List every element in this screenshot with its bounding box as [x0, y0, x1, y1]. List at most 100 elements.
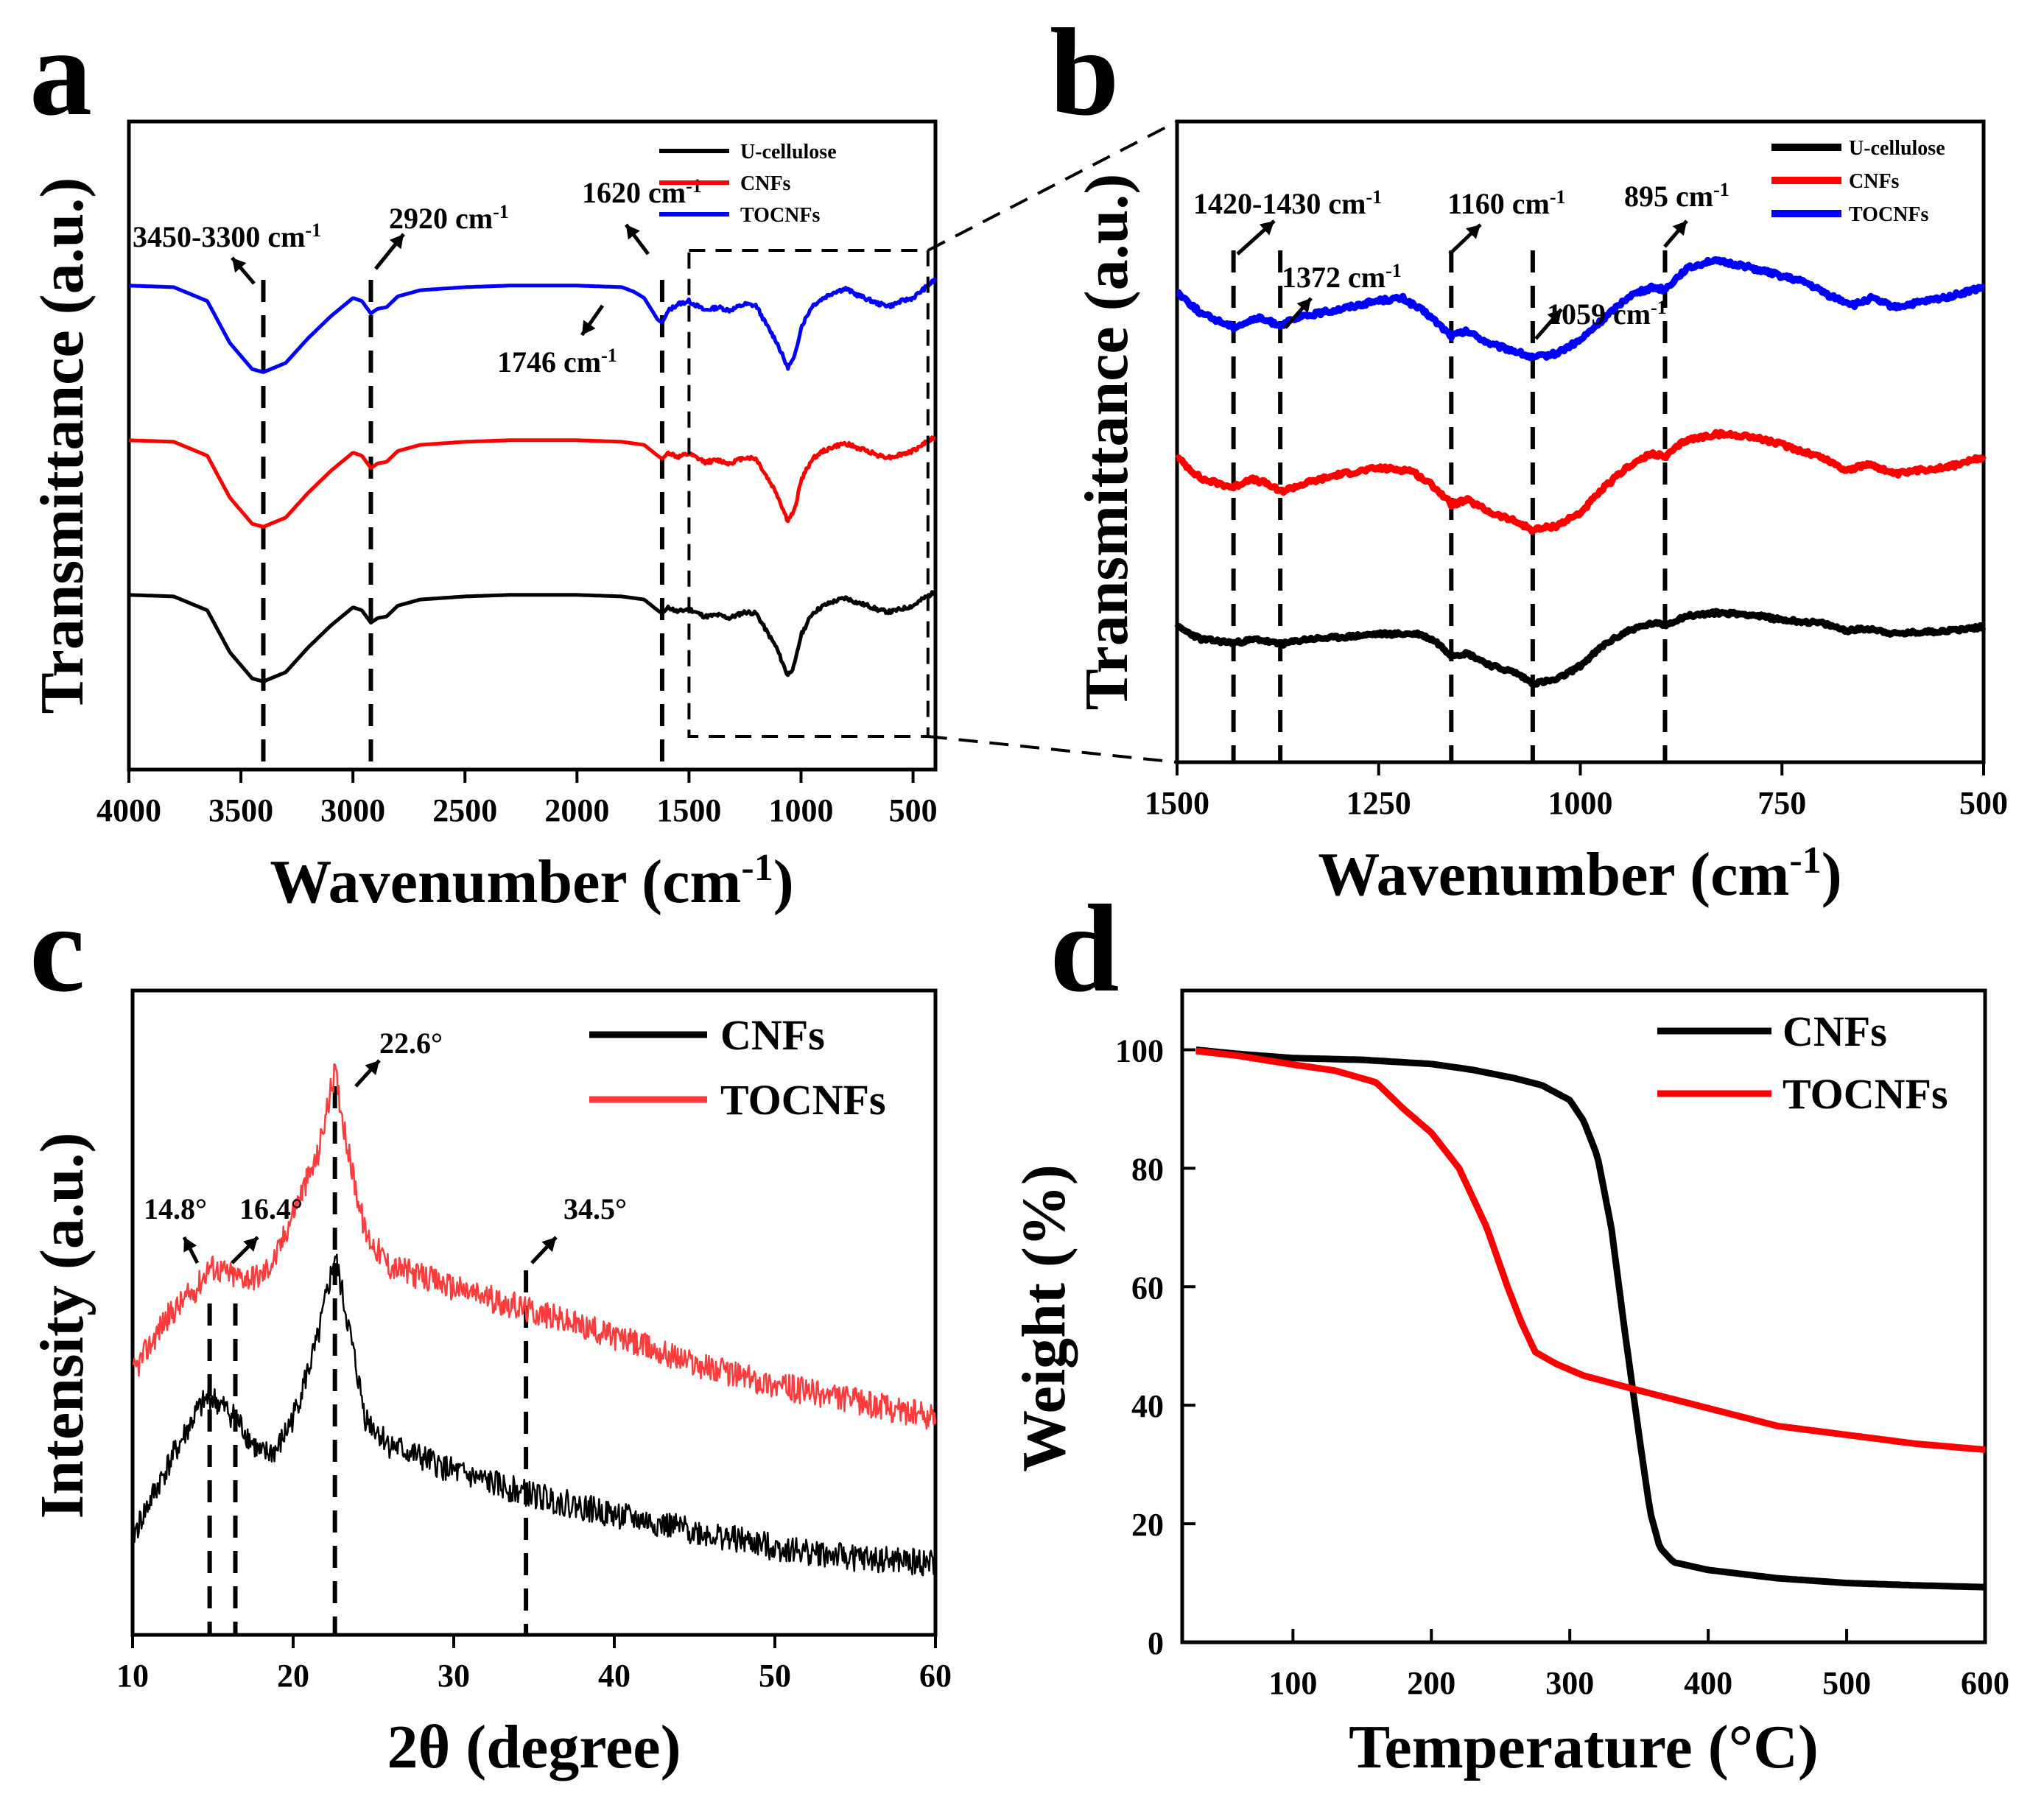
panel-a-ylabel: Transmittance (a.u.) — [28, 177, 96, 714]
panel-c-frame — [130, 988, 938, 1637]
panel-a-annotation-label: 1620 cm-1 — [582, 175, 702, 209]
panel-b-annotation-0-arrow-head — [1259, 221, 1274, 236]
panel-b-series-cnfs — [1175, 429, 1987, 535]
zoom-connector — [687, 120, 1178, 764]
panel-c-dashed-lines — [207, 1086, 529, 1635]
panel-c-xtick-label: 50 — [759, 1658, 791, 1694]
panel-c-annotation-label: 34.5° — [563, 1192, 627, 1225]
panel-c-series — [131, 1063, 937, 1577]
panel-d-xtick-label: 200 — [1407, 1665, 1455, 1701]
panel-b-annotation-3-arrow-head — [1547, 309, 1562, 325]
panel-c-legend-label-cnfs: CNFs — [720, 1011, 825, 1059]
panel-a-zoom-box — [687, 249, 930, 738]
panel-a-ticks: 4000 3500 3000 2500 2000 1500 1000 500 — [96, 770, 938, 828]
panel-c-legend: CNFs TOCNFs — [589, 1011, 886, 1124]
panel-d-ytick-label: 100 — [1115, 1032, 1164, 1069]
panel-c-ylabel: Intensity (a.u.) — [28, 1132, 96, 1519]
panel-d-xtick-label: 500 — [1822, 1665, 1871, 1701]
panel-a-dashed-lines — [261, 280, 664, 770]
panel-c-annotations: 14.8° 16.4° 22.6° 34.5° — [144, 1027, 627, 1264]
panel-a-series-u-cellulose — [128, 590, 937, 683]
panel-b-series-u-cellulose — [1174, 608, 1987, 689]
panel-a-annotation-0-arrow-head — [232, 258, 247, 273]
panel-b-legend-label-cnfs: CNFs — [1849, 170, 1900, 193]
panel-c-xlabel: 2θ (degree) — [387, 1713, 681, 1781]
panel-b-ylabel: Transmittance (a.u.) — [1072, 174, 1141, 711]
panel-d-legend-label-tocnfs: TOCNFs — [1783, 1070, 1948, 1118]
panel-b-legend-label-tocnfs: TOCNFs — [1849, 203, 1928, 226]
panel-b-xtick-label: 1250 — [1346, 785, 1411, 821]
panel-c-annotation-label: 16.4° — [239, 1192, 303, 1225]
panel-a-annotation-label: 2920 cm-1 — [389, 201, 509, 235]
panel-c-annotation-label: 22.6° — [379, 1027, 443, 1060]
panel-letter-b: b — [1050, 3, 1120, 141]
panel-d-xtick-label: 100 — [1268, 1665, 1317, 1701]
panel-d-ytick-label: 20 — [1131, 1507, 1164, 1543]
panel-c-xtick-label: 40 — [598, 1658, 631, 1694]
panel-d-xlabel: Temperature (°C) — [1349, 1713, 1819, 1781]
panel-b-annotation-label: 895 cm-1 — [1624, 179, 1729, 213]
panel-b-annotation-label: 1059 cm-1 — [1547, 297, 1667, 331]
panel-a-xtick-label: 1500 — [656, 792, 721, 828]
panel-letter-d: d — [1050, 879, 1120, 1018]
panel-b-legend-label-u-cellulose: U-cellulose — [1849, 137, 1945, 160]
panel-a-annotation-label: 3450-3300 cm-1 — [133, 219, 321, 253]
panel-letter-a: a — [29, 3, 92, 141]
panel-d-xtick-label: 600 — [1961, 1665, 2009, 1701]
panel-a-xtick-label: 1000 — [769, 792, 834, 828]
panel-b-annotation-2-arrow-head — [1466, 225, 1481, 239]
panel-c-annotation-label: 14.8° — [144, 1192, 207, 1225]
panel-c-annotation-0-arrow-head — [183, 1237, 197, 1253]
panel-b-xtick-label: 750 — [1757, 785, 1806, 821]
panel-d-ticks: 100 200 300 400 500 600 0 20 40 60 80 100 — [1115, 1032, 2009, 1701]
panel-a-annotation-1-arrow-head — [389, 234, 404, 250]
panel-a-frame — [127, 119, 938, 772]
panel-b-xlabel: Wavenumber (cm-1) — [1318, 840, 1841, 909]
panel-d-ytick-label: 60 — [1131, 1270, 1164, 1306]
panel-d-chart: 100 200 300 400 500 600 0 20 40 60 80 100 CNFs TOCNF… — [1010, 988, 2009, 1781]
zoom-line-top — [927, 120, 1178, 252]
panel-d-series-tocnfs — [1195, 1047, 1986, 1453]
panel-c-annotation-1-arrow-head — [243, 1237, 258, 1252]
panel-b-xtick-label: 1500 — [1145, 785, 1209, 821]
panel-b-annotation-1-arrow-head — [1296, 298, 1311, 314]
panel-d-ylabel: Weight (%) — [1010, 1164, 1078, 1472]
panel-a-xtick-label: 2000 — [544, 792, 609, 828]
panel-d-series — [1195, 1046, 1986, 1591]
panel-b-annotation-4-arrow-head — [1672, 221, 1687, 236]
panel-b-ticks: 1500 1250 1000 750 500 — [1145, 762, 2008, 821]
panel-a-xtick-label: 3000 — [320, 792, 385, 828]
panel-b-legend: U-cellulose CNFs TOCNFs — [1771, 137, 1945, 226]
panel-c-series-cnfs — [131, 1253, 937, 1577]
panel-a-series-cnfs — [128, 435, 936, 529]
panel-b-annotation-label: 1372 cm-1 — [1282, 260, 1402, 294]
panel-c-annotation-3-arrow-head — [541, 1237, 556, 1252]
panel-b-xtick-label: 500 — [1959, 785, 2008, 821]
zoom-line-bottom — [927, 735, 1178, 764]
panel-d-xtick-label: 300 — [1545, 1665, 1594, 1701]
panel-a-legend-label-tocnfs: TOCNFs — [740, 204, 820, 227]
panel-d-xtick-label: 400 — [1684, 1665, 1732, 1701]
panel-a-annotation-2-arrow-head — [626, 225, 640, 240]
panel-c-chart: 10 20 30 40 50 60 14.8° 16.4° 22.6° 34.5° CNFs TO… — [28, 988, 952, 1781]
panel-c-xtick-label: 10 — [116, 1658, 149, 1694]
panel-a-legend: U-cellulose CNFs TOCNFs — [659, 141, 837, 227]
panel-b-annotations: 1420-1430 cm-1 1372 cm-1 1160 cm-1 1059 cm-… — [1193, 179, 1729, 340]
panel-a-xlabel: Wavenumber (cm-1) — [270, 847, 793, 916]
panel-a-annotation-label: 1746 cm-1 — [497, 345, 617, 379]
panel-b-annotation-label: 1420-1430 cm-1 — [1193, 186, 1382, 220]
panel-a-xtick-label: 2500 — [432, 792, 497, 828]
panel-b-xtick-label: 1000 — [1548, 785, 1613, 821]
panel-c-xtick-label: 30 — [438, 1658, 470, 1694]
panel-a-chart: 4000 3500 3000 2500 2000 1500 1000 500 3450-330… — [28, 119, 938, 916]
panel-c-ticks: 10 20 30 40 50 60 — [116, 1635, 952, 1694]
panel-c-series-tocnfs — [132, 1063, 937, 1430]
panel-a-series-tocnfs — [128, 277, 937, 374]
panel-a-annotations: 3450-3300 cm-1 2920 cm-1 1620 cm-1 1746 cm-… — [133, 175, 702, 379]
panel-a-legend-label-cnfs: CNFs — [740, 172, 791, 195]
panel-c-annotation-2-arrow-head — [365, 1060, 379, 1076]
panel-c-legend-label-tocnfs: TOCNFs — [720, 1076, 886, 1124]
panel-d-ytick-label: 40 — [1131, 1388, 1164, 1424]
panel-b-series-tocnfs — [1175, 256, 1986, 362]
